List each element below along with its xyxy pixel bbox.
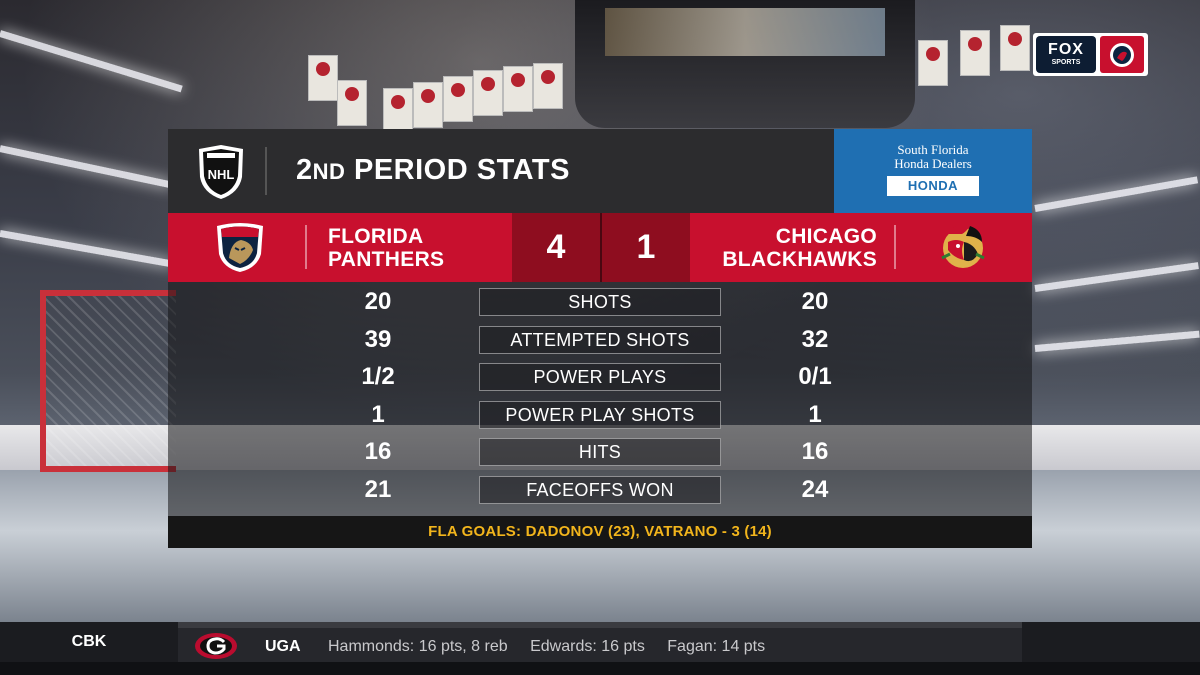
ticker-item: Edwards: 16 pts: [530, 638, 645, 655]
stat-row: 1/2 POWER PLAYS 0/1: [168, 359, 1032, 396]
banner: [1000, 25, 1030, 71]
light-beam: [1034, 176, 1199, 212]
page-title: 2ND PERIOD STATS: [296, 154, 570, 186]
scoreboard-row: FLORIDA PANTHERS 4 1 CHICAGO BLACKHAWKS: [168, 213, 1032, 282]
georgia-g-icon: [193, 632, 239, 660]
network-sub: SPORTS: [1051, 59, 1081, 66]
home-stat-value: 1/2: [361, 363, 395, 391]
network-name: FOX: [1048, 41, 1084, 58]
score-divider: [600, 213, 602, 282]
bottom-ticker: CBK UGA Hammonds: 16 pts, 8 reb Edwards:…: [0, 622, 1200, 675]
jumbotron: [575, 0, 915, 128]
home-score: 4: [512, 213, 600, 282]
stat-row: 16 HITS 16: [168, 434, 1032, 471]
home-team-name: FLORIDA PANTHERS: [328, 225, 445, 271]
banner: [443, 76, 473, 122]
hockey-net: [40, 290, 176, 472]
stat-label: SHOTS: [479, 288, 721, 316]
ticker-items: Hammonds: 16 pts, 8 reb Edwards: 16 pts …: [328, 638, 783, 656]
ticker-right: [1022, 622, 1200, 662]
team-divider: [894, 225, 896, 269]
goals-summary: FLA GOALS: DADONOV (23), VATRANO - 3 (14…: [168, 516, 1032, 548]
light-beam: [0, 230, 173, 268]
away-stat-value: 16: [801, 438, 829, 466]
stats-table: 20 SHOTS 20 39 ATTEMPTED SHOTS 32 1/2 POWER PLA…: [168, 282, 1032, 516]
stat-label: POWER PLAY SHOTS: [479, 400, 721, 429]
away-stat-value: 32: [801, 325, 829, 353]
banner: [308, 55, 338, 101]
stat-row: 39 ATTEMPTED SHOTS 32: [168, 322, 1032, 359]
home-stat-value: 1: [371, 400, 385, 428]
stat-row: 21 FACEOFFS WON 24: [168, 472, 1032, 509]
nhl-shield-icon: NHL: [195, 143, 247, 201]
panthers-mini-logo-icon: [1100, 36, 1144, 73]
away-stat-value: 20: [801, 288, 829, 315]
home-stat-value: 16: [364, 438, 392, 466]
ticker-item: Hammonds: 16 pts, 8 reb: [328, 638, 508, 655]
ticker-item: Fagan: 14 pts: [667, 638, 766, 655]
light-beam: [0, 30, 183, 93]
banner: [473, 70, 503, 116]
banner: [383, 88, 413, 134]
away-team-name: CHICAGO BLACKHAWKS: [722, 225, 877, 271]
banner: [337, 80, 367, 126]
stat-label: ATTEMPTED SHOTS: [479, 325, 721, 354]
panthers-logo-icon: [213, 220, 267, 274]
network-logo-bug: FOX SPORTS: [1033, 33, 1148, 76]
stat-label: POWER PLAYS: [479, 363, 721, 392]
honda-logo: HONDA: [887, 176, 979, 196]
blackhawks-logo-icon: [936, 220, 990, 274]
stat-row: 1 POWER PLAY SHOTS 1: [168, 397, 1032, 434]
period-stats-panel: NHL 2ND PERIOD STATS South Florida Honda…: [168, 129, 1032, 548]
sponsor-line2: Honda Dealers: [894, 156, 972, 171]
away-stat-value: 0/1: [798, 363, 832, 391]
banner: [503, 66, 533, 112]
light-beam: [1034, 330, 1200, 352]
banner: [960, 30, 990, 76]
ticker-top-strip: [178, 622, 1022, 628]
stat-row: 20 SHOTS 20: [168, 284, 1032, 321]
home-stat-value: 20: [364, 288, 392, 315]
away-stat-value: 1: [808, 400, 822, 428]
stat-label: HITS: [479, 438, 721, 467]
banner: [533, 63, 563, 109]
sponsor-box: South Florida Honda Dealers HONDA: [834, 129, 1032, 213]
home-stat-value: 21: [364, 476, 392, 503]
team-divider: [305, 225, 307, 269]
sponsor-line1: South Florida: [897, 142, 969, 157]
away-score: 1: [602, 213, 690, 282]
ticker-school: UGA: [265, 638, 301, 655]
ticker-category: CBK: [0, 622, 178, 662]
light-beam: [1034, 262, 1199, 292]
panel-header: NHL 2ND PERIOD STATS: [168, 129, 834, 213]
stat-label: FACEOFFS WON: [479, 476, 721, 504]
ticker-main: [178, 622, 1022, 662]
home-stat-value: 39: [364, 325, 392, 353]
banner: [413, 82, 443, 128]
away-stat-value: 24: [801, 476, 829, 503]
fox-sports-logo: FOX SPORTS: [1036, 36, 1096, 73]
svg-text:NHL: NHL: [208, 167, 235, 182]
header-divider: [265, 147, 267, 195]
light-beam: [0, 145, 172, 189]
banner: [918, 40, 948, 86]
